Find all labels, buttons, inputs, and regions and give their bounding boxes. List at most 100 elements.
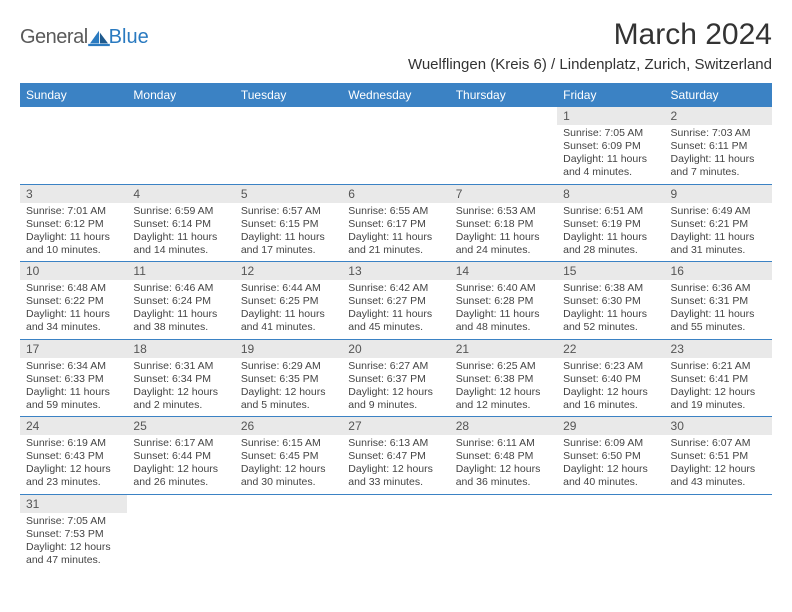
day-number: 16 — [665, 262, 772, 280]
daylight-text: Daylight: 12 hours and 2 minutes. — [133, 386, 228, 412]
daylight-text: Daylight: 12 hours and 12 minutes. — [456, 386, 551, 412]
calendar-cell: 31Sunrise: 7:05 AMSunset: 7:53 PMDayligh… — [20, 494, 127, 571]
sunrise-text: Sunrise: 6:21 AM — [671, 360, 766, 373]
calendar-cell: 12Sunrise: 6:44 AMSunset: 6:25 PMDayligh… — [235, 262, 342, 340]
day-header: Saturday — [665, 83, 772, 107]
day-content: Sunrise: 6:19 AMSunset: 6:43 PMDaylight:… — [20, 435, 127, 494]
daylight-text: Daylight: 12 hours and 36 minutes. — [456, 463, 551, 489]
sunset-text: Sunset: 6:25 PM — [241, 295, 336, 308]
sunset-text: Sunset: 6:38 PM — [456, 373, 551, 386]
day-header: Thursday — [450, 83, 557, 107]
sunrise-text: Sunrise: 6:34 AM — [26, 360, 121, 373]
daylight-text: Daylight: 11 hours and 21 minutes. — [348, 231, 443, 257]
sunrise-text: Sunrise: 6:13 AM — [348, 437, 443, 450]
calendar-cell: 7Sunrise: 6:53 AMSunset: 6:18 PMDaylight… — [450, 184, 557, 262]
day-content: Sunrise: 6:23 AMSunset: 6:40 PMDaylight:… — [557, 358, 664, 417]
sunrise-text: Sunrise: 6:44 AM — [241, 282, 336, 295]
sunrise-text: Sunrise: 6:29 AM — [241, 360, 336, 373]
calendar-body: 1Sunrise: 7:05 AMSunset: 6:09 PMDaylight… — [20, 107, 772, 571]
sunset-text: Sunset: 6:30 PM — [563, 295, 658, 308]
calendar-cell-empty — [127, 494, 234, 571]
day-header: Monday — [127, 83, 234, 107]
sunrise-text: Sunrise: 6:23 AM — [563, 360, 658, 373]
day-content: Sunrise: 6:59 AMSunset: 6:14 PMDaylight:… — [127, 203, 234, 262]
daylight-text: Daylight: 11 hours and 38 minutes. — [133, 308, 228, 334]
sunset-text: Sunset: 6:17 PM — [348, 218, 443, 231]
sunset-text: Sunset: 6:15 PM — [241, 218, 336, 231]
calendar-cell: 2Sunrise: 7:03 AMSunset: 6:11 PMDaylight… — [665, 107, 772, 184]
daylight-text: Daylight: 11 hours and 4 minutes. — [563, 153, 658, 179]
sunset-text: Sunset: 6:35 PM — [241, 373, 336, 386]
daylight-text: Daylight: 12 hours and 47 minutes. — [26, 541, 121, 567]
sunset-text: Sunset: 6:12 PM — [26, 218, 121, 231]
day-header: Tuesday — [235, 83, 342, 107]
sunrise-text: Sunrise: 7:01 AM — [26, 205, 121, 218]
sunset-text: Sunset: 6:51 PM — [671, 450, 766, 463]
day-content: Sunrise: 6:55 AMSunset: 6:17 PMDaylight:… — [342, 203, 449, 262]
day-number: 10 — [20, 262, 127, 280]
daylight-text: Daylight: 12 hours and 26 minutes. — [133, 463, 228, 489]
calendar-week: 10Sunrise: 6:48 AMSunset: 6:22 PMDayligh… — [20, 262, 772, 340]
calendar-week: 17Sunrise: 6:34 AMSunset: 6:33 PMDayligh… — [20, 339, 772, 417]
page-title: March 2024 — [614, 18, 772, 52]
day-content: Sunrise: 7:01 AMSunset: 6:12 PMDaylight:… — [20, 203, 127, 262]
day-number: 9 — [665, 185, 772, 203]
day-content: Sunrise: 6:46 AMSunset: 6:24 PMDaylight:… — [127, 280, 234, 339]
sunset-text: Sunset: 6:18 PM — [456, 218, 551, 231]
sunset-text: Sunset: 6:45 PM — [241, 450, 336, 463]
daylight-text: Daylight: 11 hours and 14 minutes. — [133, 231, 228, 257]
sunset-text: Sunset: 6:09 PM — [563, 140, 658, 153]
calendar-cell-empty — [450, 494, 557, 571]
calendar-week: 31Sunrise: 7:05 AMSunset: 7:53 PMDayligh… — [20, 494, 772, 571]
daylight-text: Daylight: 12 hours and 30 minutes. — [241, 463, 336, 489]
day-content: Sunrise: 6:13 AMSunset: 6:47 PMDaylight:… — [342, 435, 449, 494]
daylight-text: Daylight: 12 hours and 23 minutes. — [26, 463, 121, 489]
day-number: 17 — [20, 340, 127, 358]
day-content: Sunrise: 7:03 AMSunset: 6:11 PMDaylight:… — [665, 125, 772, 184]
day-content: Sunrise: 6:48 AMSunset: 6:22 PMDaylight:… — [20, 280, 127, 339]
day-header: Friday — [557, 83, 664, 107]
calendar-cell-empty — [450, 107, 557, 184]
sunrise-text: Sunrise: 6:09 AM — [563, 437, 658, 450]
day-number: 7 — [450, 185, 557, 203]
sunset-text: Sunset: 6:47 PM — [348, 450, 443, 463]
day-content: Sunrise: 6:11 AMSunset: 6:48 PMDaylight:… — [450, 435, 557, 494]
daylight-text: Daylight: 11 hours and 7 minutes. — [671, 153, 766, 179]
day-content: Sunrise: 6:21 AMSunset: 6:41 PMDaylight:… — [665, 358, 772, 417]
calendar-cell: 23Sunrise: 6:21 AMSunset: 6:41 PMDayligh… — [665, 339, 772, 417]
sunrise-text: Sunrise: 6:59 AM — [133, 205, 228, 218]
calendar-cell: 9Sunrise: 6:49 AMSunset: 6:21 PMDaylight… — [665, 184, 772, 262]
sunset-text: Sunset: 6:11 PM — [671, 140, 766, 153]
day-content: Sunrise: 6:34 AMSunset: 6:33 PMDaylight:… — [20, 358, 127, 417]
daylight-text: Daylight: 11 hours and 24 minutes. — [456, 231, 551, 257]
sunset-text: Sunset: 6:27 PM — [348, 295, 443, 308]
day-content: Sunrise: 6:25 AMSunset: 6:38 PMDaylight:… — [450, 358, 557, 417]
sunset-text: Sunset: 6:28 PM — [456, 295, 551, 308]
sunrise-text: Sunrise: 6:57 AM — [241, 205, 336, 218]
day-number: 6 — [342, 185, 449, 203]
header: General Blue March 2024 — [20, 18, 772, 52]
day-number: 19 — [235, 340, 342, 358]
calendar-cell: 27Sunrise: 6:13 AMSunset: 6:47 PMDayligh… — [342, 417, 449, 495]
sunset-text: Sunset: 7:53 PM — [26, 528, 121, 541]
sunrise-text: Sunrise: 6:40 AM — [456, 282, 551, 295]
day-content: Sunrise: 6:07 AMSunset: 6:51 PMDaylight:… — [665, 435, 772, 494]
day-content: Sunrise: 7:05 AMSunset: 6:09 PMDaylight:… — [557, 125, 664, 184]
sunset-text: Sunset: 6:14 PM — [133, 218, 228, 231]
calendar-cell: 14Sunrise: 6:40 AMSunset: 6:28 PMDayligh… — [450, 262, 557, 340]
sunrise-text: Sunrise: 7:05 AM — [563, 127, 658, 140]
day-content: Sunrise: 6:42 AMSunset: 6:27 PMDaylight:… — [342, 280, 449, 339]
daylight-text: Daylight: 11 hours and 10 minutes. — [26, 231, 121, 257]
calendar-cell-empty — [665, 494, 772, 571]
logo-sail-icon — [88, 29, 110, 47]
day-content: Sunrise: 6:27 AMSunset: 6:37 PMDaylight:… — [342, 358, 449, 417]
calendar-cell: 28Sunrise: 6:11 AMSunset: 6:48 PMDayligh… — [450, 417, 557, 495]
day-number: 3 — [20, 185, 127, 203]
sunrise-text: Sunrise: 6:36 AM — [671, 282, 766, 295]
daylight-text: Daylight: 12 hours and 5 minutes. — [241, 386, 336, 412]
calendar-cell-empty — [342, 494, 449, 571]
day-number: 28 — [450, 417, 557, 435]
sunset-text: Sunset: 6:48 PM — [456, 450, 551, 463]
calendar-cell: 18Sunrise: 6:31 AMSunset: 6:34 PMDayligh… — [127, 339, 234, 417]
calendar-cell: 26Sunrise: 6:15 AMSunset: 6:45 PMDayligh… — [235, 417, 342, 495]
